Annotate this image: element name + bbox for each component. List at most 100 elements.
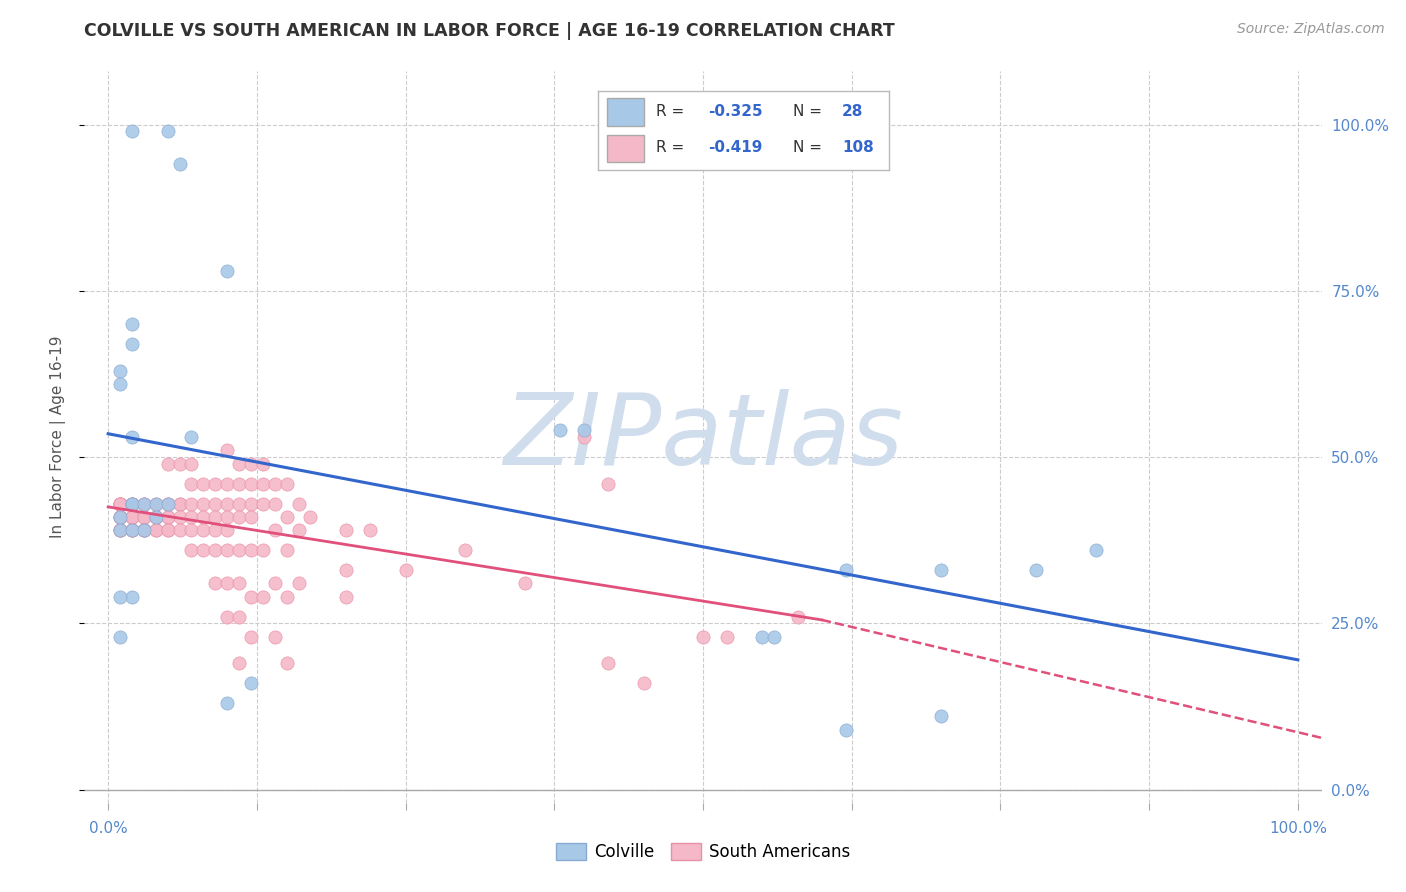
Point — [132, 523, 155, 537]
Point — [204, 476, 226, 491]
Point — [121, 509, 143, 524]
Point — [108, 363, 131, 377]
Point — [217, 509, 239, 524]
Point — [252, 590, 274, 604]
Point — [108, 509, 131, 524]
Point — [121, 509, 143, 524]
Point — [180, 457, 202, 471]
Point — [121, 430, 143, 444]
Point — [263, 576, 285, 591]
Point — [217, 497, 239, 511]
Point — [263, 523, 285, 537]
Point — [228, 457, 250, 471]
Point — [132, 497, 155, 511]
Point — [276, 656, 298, 670]
Point — [239, 509, 262, 524]
Point — [121, 497, 143, 511]
Legend: Colville, South Americans: Colville, South Americans — [548, 836, 858, 868]
Point — [299, 509, 322, 524]
Point — [108, 590, 131, 604]
Point — [217, 476, 239, 491]
Point — [169, 523, 191, 537]
Point — [108, 497, 131, 511]
Point — [108, 509, 131, 524]
Point — [929, 563, 952, 577]
Point — [217, 576, 239, 591]
Text: COLVILLE VS SOUTH AMERICAN IN LABOR FORCE | AGE 16-19 CORRELATION CHART: COLVILLE VS SOUTH AMERICAN IN LABOR FORC… — [84, 22, 896, 40]
Point — [217, 523, 239, 537]
Point — [239, 476, 262, 491]
Point — [239, 590, 262, 604]
Point — [263, 476, 285, 491]
Text: 100.0%: 100.0% — [1268, 821, 1327, 836]
Point — [156, 497, 179, 511]
Point — [763, 630, 786, 644]
Point — [228, 609, 250, 624]
Point — [180, 476, 202, 491]
Point — [121, 497, 143, 511]
Point — [228, 509, 250, 524]
Point — [335, 523, 357, 537]
Point — [132, 509, 155, 524]
Point — [156, 497, 179, 511]
Point — [217, 609, 239, 624]
Point — [121, 523, 143, 537]
Point — [252, 476, 274, 491]
Point — [169, 497, 191, 511]
Point — [169, 497, 191, 511]
Point — [335, 590, 357, 604]
Point — [228, 476, 250, 491]
Point — [121, 523, 143, 537]
Point — [692, 630, 714, 644]
Point — [513, 576, 536, 591]
Point — [108, 523, 131, 537]
Point — [239, 543, 262, 558]
Point — [228, 497, 250, 511]
Point — [121, 590, 143, 604]
Point — [108, 497, 131, 511]
Point — [276, 590, 298, 604]
Point — [204, 509, 226, 524]
Point — [108, 497, 131, 511]
Point — [835, 563, 858, 577]
Text: 0.0%: 0.0% — [89, 821, 128, 836]
Point — [156, 523, 179, 537]
Point — [239, 457, 262, 471]
Point — [204, 576, 226, 591]
Point — [716, 630, 738, 644]
Point — [572, 430, 595, 444]
Text: ZIPatlas: ZIPatlas — [503, 389, 903, 485]
Point — [145, 509, 167, 524]
Point — [145, 509, 167, 524]
Point — [287, 497, 309, 511]
Point — [108, 509, 131, 524]
Point — [121, 497, 143, 511]
Point — [633, 676, 655, 690]
Point — [132, 509, 155, 524]
Point — [239, 630, 262, 644]
Point — [204, 497, 226, 511]
Point — [108, 509, 131, 524]
Point — [263, 630, 285, 644]
Point — [156, 497, 179, 511]
Point — [145, 497, 167, 511]
Point — [108, 523, 131, 537]
Point — [596, 476, 619, 491]
Point — [252, 457, 274, 471]
Point — [1084, 543, 1107, 558]
Point — [180, 430, 202, 444]
Point — [132, 523, 155, 537]
Point — [394, 563, 416, 577]
Point — [751, 630, 773, 644]
Y-axis label: In Labor Force | Age 16-19: In Labor Force | Age 16-19 — [49, 335, 66, 539]
Point — [145, 509, 167, 524]
Point — [108, 497, 131, 511]
Point — [108, 523, 131, 537]
Point — [108, 630, 131, 644]
Point — [121, 509, 143, 524]
Point — [287, 576, 309, 591]
Point — [169, 509, 191, 524]
Point — [193, 497, 215, 511]
Point — [121, 337, 143, 351]
Point — [787, 609, 810, 624]
